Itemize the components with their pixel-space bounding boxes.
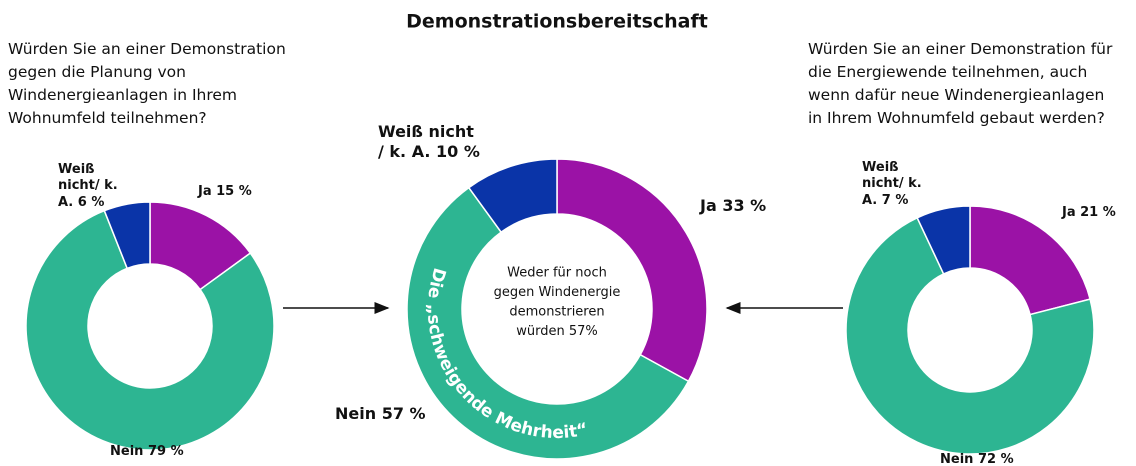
slice-label: Ja 33 %: [700, 196, 790, 216]
category-label: Nein: [335, 404, 377, 423]
value-label: 72 %: [977, 452, 1014, 466]
question-line: wenn dafür neue Windenergieanlagen: [808, 86, 1105, 104]
question: Würden Sie an einer Demonstration für die…: [808, 38, 1112, 130]
center-text: gegen Windenergie: [494, 285, 621, 300]
chart-title: Demonstrationsbereitschaft: [406, 11, 708, 33]
donut-slice: [556, 158, 708, 383]
value-label: 33 %: [722, 196, 767, 215]
value-label: 15 %: [216, 184, 252, 199]
category-label: Ja: [1062, 205, 1076, 220]
question-line: in Ihrem Wohnumfeld gebaut werden?: [808, 109, 1105, 127]
question-line: Wohnumfeld teilnehmen?: [8, 109, 207, 127]
slice-label: Ja 15 %: [198, 184, 288, 200]
donut-slice: [845, 216, 1095, 455]
value-label: 6 %: [77, 194, 105, 210]
category-label: Weiß nicht/ k. A.: [58, 162, 118, 210]
category-label: Ja: [700, 196, 717, 215]
center-text: würden 57%: [516, 324, 598, 339]
slice-label: Ja 21 %: [1062, 205, 1136, 221]
slice-label: Nein 57 %: [335, 404, 445, 424]
slice-label: Weiß nicht/ k. A. 6 %: [58, 162, 136, 211]
donut-slice: [969, 205, 1092, 316]
donut-slice: [25, 209, 275, 451]
donut-slice: [103, 201, 151, 270]
category-label: Ja: [198, 184, 212, 199]
question-line: Windenergieanlagen in Ihrem: [8, 86, 238, 104]
slice-label: Weiß nicht/ k. A. 7 %: [862, 160, 940, 209]
donut-slice: [467, 158, 558, 234]
donut-slice: [406, 186, 690, 460]
center-text: Weder für noch: [507, 266, 607, 281]
question-line: Würden Sie an einer Demonstration: [8, 40, 286, 58]
value-label: 57 %: [381, 404, 426, 423]
category-label: Nein: [940, 452, 974, 466]
question-line: Würden Sie an einer Demonstration für: [808, 40, 1113, 58]
value-label: 7 %: [881, 192, 909, 208]
category-label: Weiß nicht / k. A.: [378, 122, 474, 161]
value-label: 21 %: [1080, 205, 1116, 220]
value-label: 79 %: [147, 444, 184, 459]
slice-label: Weiß nicht / k. A. 10 %: [378, 122, 482, 162]
category-label: Nein: [110, 444, 144, 459]
slice-label: Nein 79 %: [110, 444, 200, 460]
question-line: die Energiewende teilnehmen, auch: [808, 63, 1088, 81]
donut-slice: [916, 205, 971, 275]
category-label: Weiß nicht/ k. A.: [862, 160, 922, 208]
center-text: demonstrieren: [509, 305, 604, 320]
slice-label: Nein 72 %: [940, 452, 1030, 466]
question: Würden Sie an einer Demonstration gegen d…: [8, 38, 286, 130]
question-line: gegen die Planung von: [8, 63, 186, 81]
value-label: 10 %: [436, 142, 480, 161]
